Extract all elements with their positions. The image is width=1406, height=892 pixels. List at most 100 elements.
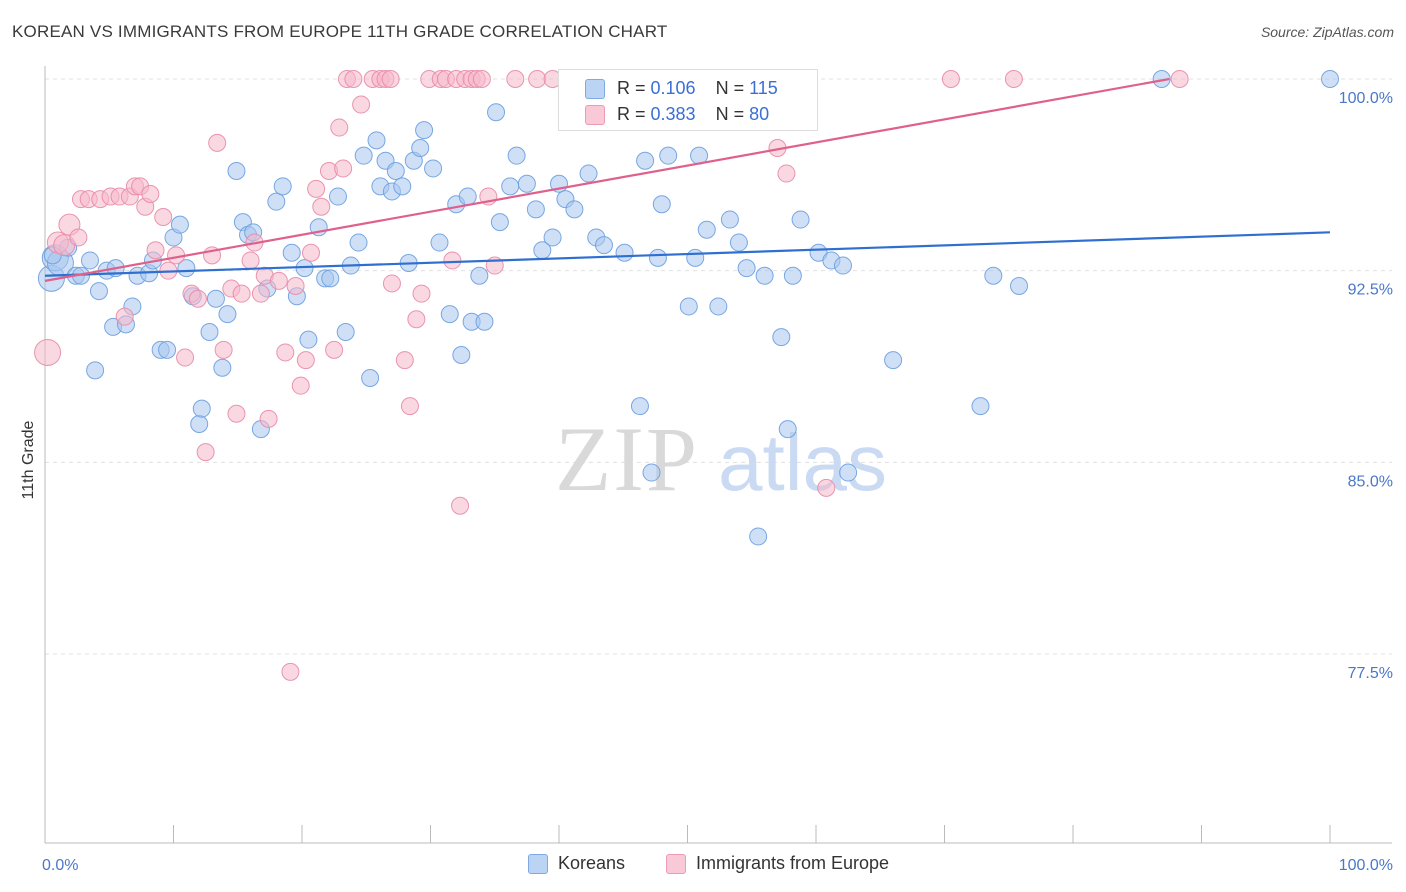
point-europe	[344, 70, 363, 88]
point-europe	[941, 70, 960, 88]
point-koreans	[507, 146, 526, 165]
y-tick-label: 85.0%	[1348, 473, 1393, 490]
point-koreans	[393, 177, 412, 196]
point-koreans	[158, 340, 177, 359]
point-europe	[296, 351, 315, 370]
stats-legend: R = 0.106 N = 115 R = 0.383 N = 80	[558, 69, 818, 131]
r-label: R =	[617, 78, 651, 98]
point-europe	[154, 208, 173, 226]
point-koreans	[430, 233, 449, 252]
point-koreans	[206, 289, 225, 308]
point-koreans	[86, 361, 105, 380]
point-koreans	[490, 213, 509, 232]
point-europe	[412, 284, 431, 303]
point-europe	[196, 443, 215, 462]
point-europe	[208, 133, 227, 152]
point-koreans	[367, 131, 386, 150]
point-koreans	[458, 187, 477, 206]
point-koreans	[170, 215, 189, 234]
n-label: N =	[715, 78, 750, 98]
point-koreans	[218, 305, 237, 324]
point-koreans	[648, 248, 667, 267]
point-europe	[451, 496, 470, 515]
chart-title: KOREAN VS IMMIGRANTS FROM EUROPE 11TH GR…	[12, 22, 668, 41]
tick-labels: 77.5% 85.0% 92.5% 100.0% 0.0% 100.0%	[42, 90, 1393, 874]
point-koreans	[177, 259, 196, 278]
watermark: ZIP atlas	[555, 408, 887, 510]
point-europe	[291, 376, 310, 395]
y-axis-label: 11th Grade	[20, 420, 37, 499]
point-koreans	[213, 358, 232, 377]
europe-swatch	[666, 854, 686, 874]
koreans-swatch	[528, 854, 548, 874]
point-koreans	[299, 330, 318, 349]
point-europe	[381, 70, 400, 88]
point-koreans	[615, 243, 634, 262]
point-europe	[334, 159, 353, 178]
point-koreans	[349, 233, 368, 252]
n-value: 115	[749, 78, 778, 98]
point-koreans	[517, 174, 536, 193]
point-koreans	[487, 103, 506, 122]
grid-lines	[45, 78, 1392, 655]
point-europe	[325, 340, 344, 359]
legend-label-europe: Immigrants from Europe	[696, 853, 890, 873]
r-label: R =	[617, 104, 651, 124]
point-europe	[443, 251, 462, 270]
point-europe	[227, 404, 246, 423]
point-koreans	[501, 177, 520, 196]
r-value: 0.383	[650, 104, 696, 124]
axes	[44, 66, 1392, 844]
point-europe	[141, 185, 160, 203]
x-tick-label: 0.0%	[42, 857, 78, 874]
point-koreans	[729, 233, 748, 252]
legend-label-koreans: Koreans	[558, 853, 626, 873]
point-koreans	[737, 259, 756, 278]
point-koreans	[755, 266, 774, 285]
point-europe	[146, 241, 165, 260]
point-koreans	[679, 297, 698, 316]
point-koreans	[282, 243, 301, 262]
point-europe	[400, 397, 419, 416]
point-koreans	[475, 312, 494, 331]
y-tick-label: 77.5%	[1348, 665, 1393, 682]
point-koreans	[328, 187, 347, 206]
point-koreans	[686, 248, 705, 267]
point-europe	[269, 271, 288, 290]
point-koreans	[652, 195, 671, 214]
point-koreans	[791, 210, 810, 229]
point-koreans	[749, 527, 768, 546]
point-europe	[115, 307, 134, 326]
point-koreans	[778, 420, 797, 439]
point-koreans	[354, 146, 373, 165]
r-value: 0.106	[650, 78, 696, 98]
point-koreans	[227, 162, 246, 180]
point-europe	[276, 343, 295, 362]
point-koreans	[440, 305, 459, 324]
point-europe	[281, 662, 300, 681]
point-koreans	[783, 266, 802, 285]
point-koreans	[1152, 70, 1171, 88]
point-koreans	[80, 251, 99, 270]
point-europe	[330, 118, 349, 137]
point-koreans	[411, 139, 430, 157]
point-koreans	[415, 121, 434, 140]
point-europe	[301, 243, 320, 262]
point-europe	[214, 340, 233, 359]
point-koreans	[336, 323, 355, 341]
point-koreans	[470, 266, 489, 285]
point-europe	[259, 409, 278, 428]
data-points	[34, 70, 1339, 681]
point-europe	[395, 351, 414, 370]
point-koreans	[659, 146, 678, 165]
point-koreans	[452, 346, 471, 364]
point-koreans	[984, 266, 1003, 285]
point-koreans	[190, 415, 209, 433]
point-europe	[232, 284, 251, 303]
point-koreans	[526, 200, 545, 219]
watermark-atlas: atlas	[718, 418, 887, 507]
point-koreans	[1321, 70, 1339, 88]
x-tick-label: 100.0%	[1339, 857, 1393, 874]
point-koreans	[833, 256, 852, 275]
